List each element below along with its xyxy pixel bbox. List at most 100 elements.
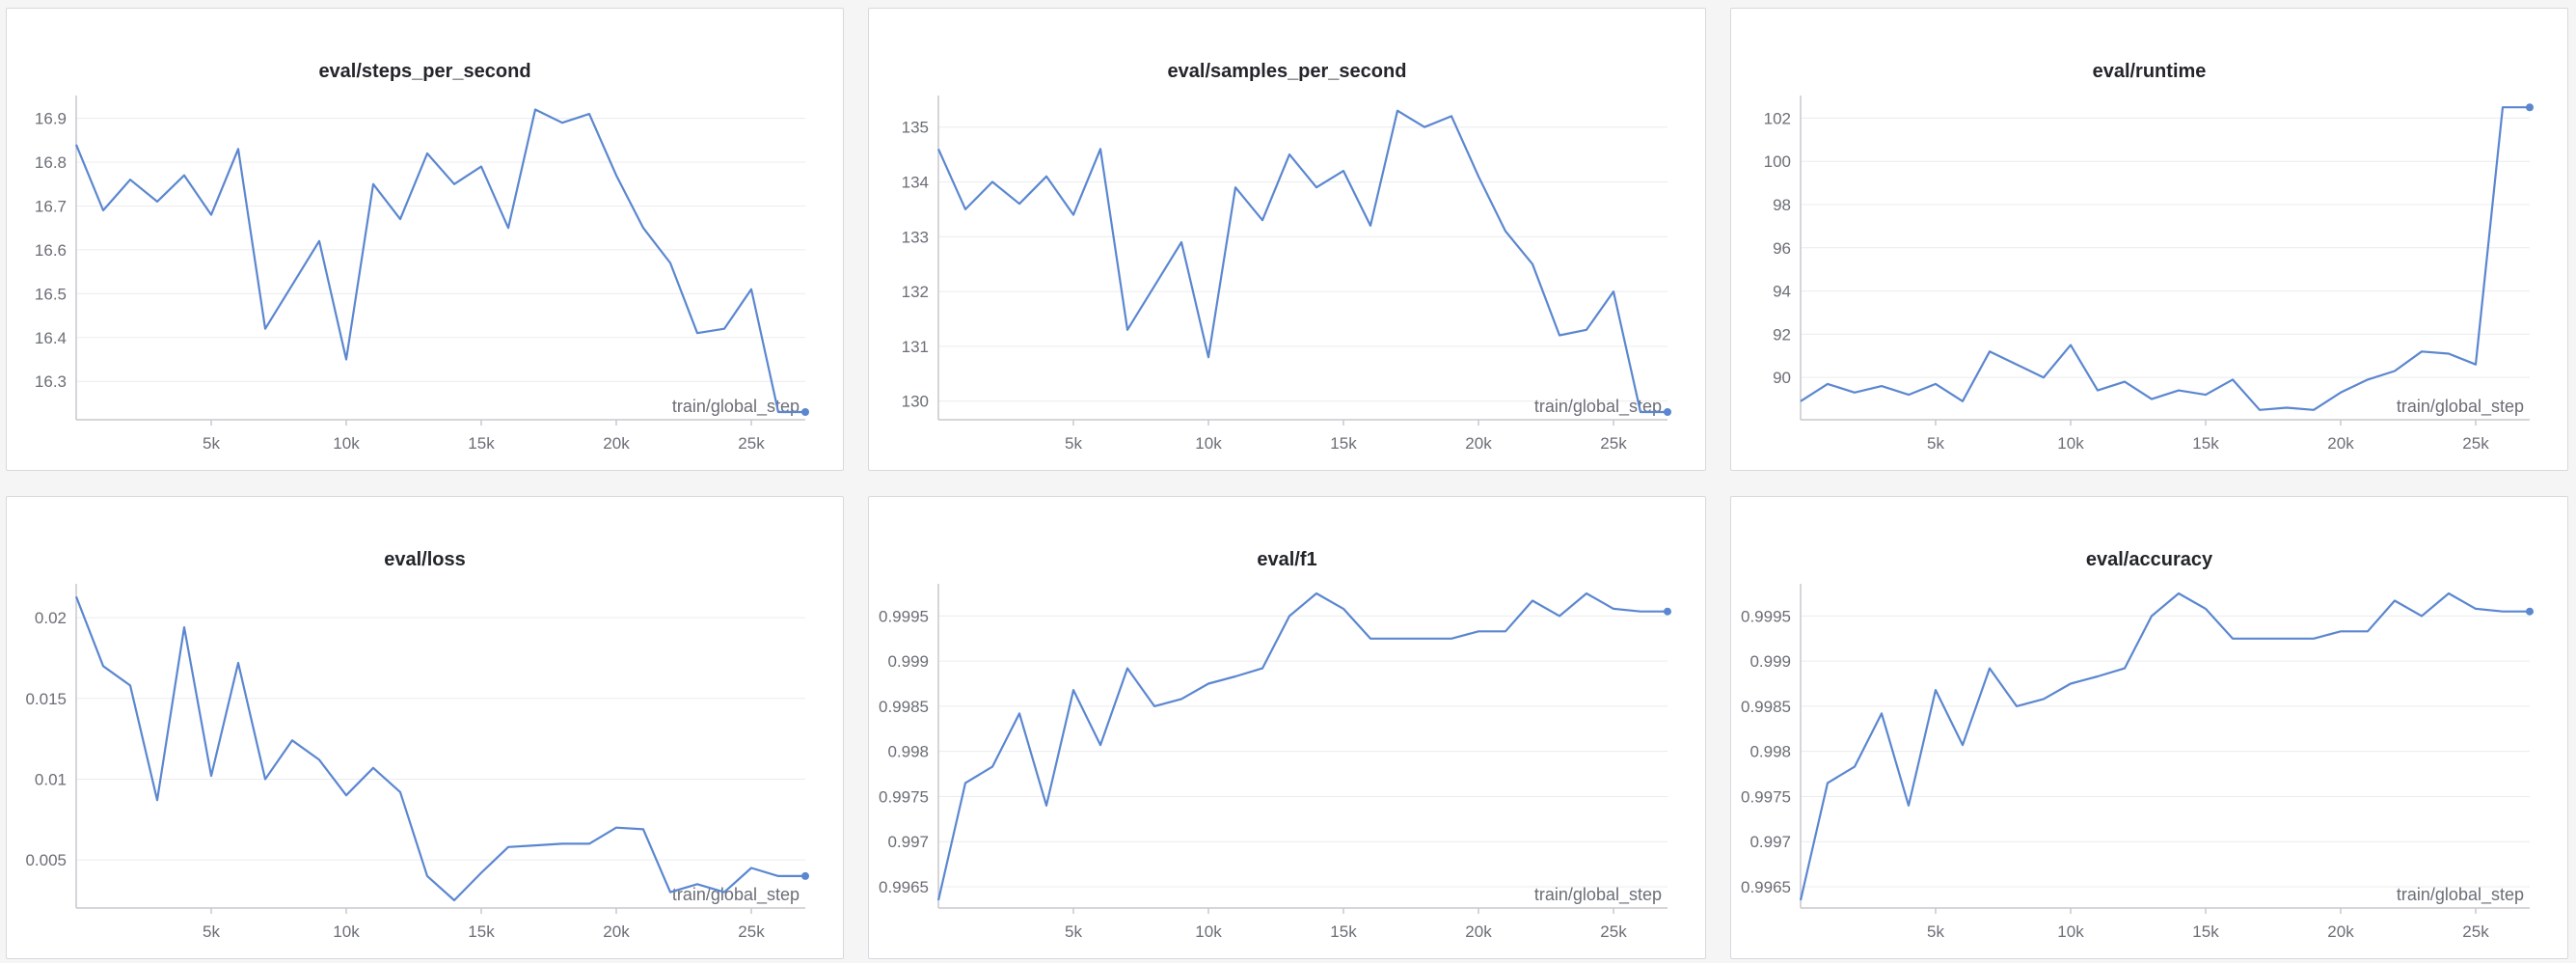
panel-title: eval/runtime	[2092, 61, 2207, 82]
x-tick-label: 15k	[468, 434, 495, 453]
x-tick-label: 25k	[1600, 922, 1627, 941]
series-line	[1800, 106, 2530, 411]
y-tick-label: 0.999	[1749, 652, 1791, 671]
y-tick-label: 16.9	[35, 110, 67, 128]
y-tick-label: 16.6	[35, 241, 67, 260]
x-tick-label: 10k	[333, 922, 360, 941]
x-tick-label: 25k	[738, 434, 765, 453]
y-tick-label: 100	[1764, 152, 1791, 171]
x-axis-title: train/global_step	[1534, 885, 1662, 905]
y-tick-label: 16.5	[35, 285, 67, 303]
series-last-point	[2526, 103, 2534, 112]
x-tick-label: 10k	[1195, 434, 1222, 453]
y-tick-label: 96	[1773, 239, 1791, 258]
line-chart-accuracy: 0.9965 0.997 0.9975 0.998 0.9985 0.999 0.9995 5…	[1741, 584, 2534, 941]
y-tick-label: 16.7	[35, 197, 67, 215]
y-tick-label: 0.015	[25, 690, 67, 708]
panel-title: eval/f1	[1257, 549, 1317, 570]
x-tick-label: 5k	[1927, 922, 1944, 941]
y-tick-label: 0.9995	[879, 607, 929, 625]
x-tick-label: 20k	[2327, 434, 2354, 453]
y-tick-label: 131	[902, 338, 929, 356]
x-tick-label: 5k	[1927, 434, 1944, 453]
x-tick-label: 15k	[1330, 434, 1357, 453]
panel-title: eval/loss	[384, 549, 466, 570]
y-tick-label: 0.9965	[879, 878, 929, 896]
x-axis-title: train/global_step	[672, 397, 800, 417]
x-tick-label: 5k	[203, 434, 220, 453]
series-last-point	[1664, 408, 1671, 416]
series-last-point	[2526, 607, 2534, 616]
x-tick-label: 10k	[2057, 922, 2084, 941]
chart-panel-f1[interactable]: eval/f1 0.9965 0.997 0.9975 0.998 0.9985 0.99…	[868, 496, 1706, 959]
chart-panel-steps-per-second[interactable]: eval/steps_per_second 16.3 16.4 16.5 16.6 16…	[6, 8, 844, 471]
y-tick-label: 134	[902, 174, 929, 192]
x-tick-label: 15k	[468, 922, 495, 941]
chart-panel-accuracy[interactable]: eval/accuracy 0.9965 0.997 0.9975 0.998 0.99…	[1730, 496, 2568, 959]
y-tick-label: 16.8	[35, 153, 67, 172]
chart-panel-samples-per-second[interactable]: eval/samples_per_second 130 131 132 133 134 1…	[868, 8, 1706, 471]
x-tick-label: 10k	[2057, 434, 2084, 453]
series-last-point	[801, 408, 809, 416]
x-axis-title: train/global_step	[2397, 397, 2524, 417]
series-last-point	[801, 871, 809, 880]
y-tick-label: 0.9985	[1741, 698, 1791, 716]
series-line	[1799, 592, 2530, 901]
x-tick-label: 20k	[2327, 922, 2354, 941]
x-tick-label: 5k	[203, 922, 220, 941]
y-tick-label: 0.997	[1749, 833, 1791, 851]
y-tick-label: 16.4	[35, 329, 67, 347]
series-line	[936, 592, 1668, 901]
y-tick-label: 0.998	[887, 743, 929, 761]
panel-title: eval/accuracy	[2085, 549, 2213, 570]
y-tick-label: 0.9975	[1741, 787, 1791, 806]
chart-panel-loss[interactable]: eval/loss 0.005 0.01 0.015 0.02 5k 10k 15k 20k 2…	[6, 496, 844, 959]
x-axis-title: train/global_step	[672, 885, 800, 905]
y-tick-label: 0.9975	[879, 787, 929, 806]
x-tick-label: 20k	[603, 434, 630, 453]
y-tick-label: 0.02	[35, 609, 67, 627]
series-last-point	[1664, 607, 1671, 616]
panel-title: eval/steps_per_second	[318, 61, 531, 82]
y-tick-label: 16.3	[35, 372, 67, 391]
line-chart-samples-per-second: 130 131 132 133 134 135 5k 10k 15k 20k 25k train/gl…	[902, 96, 1671, 453]
y-tick-label: 0.9965	[1741, 878, 1791, 896]
y-tick-label: 0.01	[35, 770, 67, 788]
x-tick-label: 20k	[1465, 434, 1492, 453]
series-line	[936, 109, 1668, 414]
x-axis-title: train/global_step	[1534, 397, 1662, 417]
y-tick-label: 0.998	[1749, 743, 1791, 761]
x-tick-label: 25k	[1600, 434, 1627, 453]
x-tick-label: 15k	[2192, 434, 2219, 453]
panel-title: eval/samples_per_second	[1167, 61, 1407, 82]
y-tick-label: 133	[902, 228, 929, 246]
x-tick-label: 20k	[603, 922, 630, 941]
series-line	[74, 595, 805, 902]
y-tick-label: 0.997	[887, 833, 929, 851]
series-line	[74, 108, 805, 414]
y-tick-label: 94	[1773, 283, 1791, 301]
y-tick-label: 135	[902, 119, 929, 137]
line-chart-f1: 0.9965 0.997 0.9975 0.998 0.9985 0.999 0.9995 5…	[879, 584, 1671, 941]
x-tick-label: 5k	[1065, 922, 1082, 941]
x-tick-label: 25k	[2462, 922, 2489, 941]
x-tick-label: 25k	[738, 922, 765, 941]
y-tick-label: 92	[1773, 325, 1791, 344]
x-tick-label: 25k	[2462, 434, 2489, 453]
y-tick-label: 0.9985	[879, 698, 929, 716]
x-tick-label: 10k	[333, 434, 360, 453]
x-tick-label: 10k	[1195, 922, 1222, 941]
x-tick-label: 15k	[2192, 922, 2219, 941]
y-tick-label: 132	[902, 283, 929, 301]
line-chart-loss: 0.005 0.01 0.015 0.02 5k 10k 15k 20k 25k train/gl…	[25, 584, 809, 941]
x-axis-title: train/global_step	[2397, 885, 2524, 905]
line-chart-runtime: 90 92 94 96 98 100 102 5k 10k 15k 20k 25k train/glob…	[1764, 96, 2534, 453]
x-tick-label: 15k	[1330, 922, 1357, 941]
x-tick-label: 5k	[1065, 434, 1082, 453]
y-tick-label: 130	[902, 393, 929, 411]
y-tick-label: 98	[1773, 196, 1791, 214]
chart-panel-runtime[interactable]: eval/runtime 90 92 94 96 98 100 102 5k 10k 15k 20k…	[1730, 8, 2568, 471]
y-tick-label: 0.9995	[1741, 607, 1791, 625]
y-tick-label: 0.999	[887, 652, 929, 671]
